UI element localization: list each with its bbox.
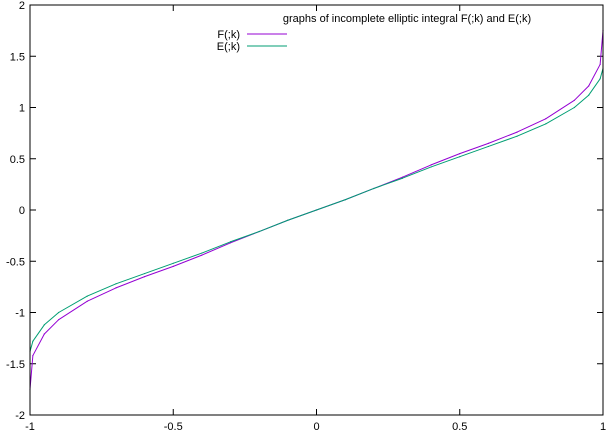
data-point <box>545 123 547 125</box>
data-point <box>401 177 404 179</box>
x-tick-label: -0.5 <box>164 421 183 433</box>
data-point <box>487 142 489 144</box>
series-layer <box>29 30 604 390</box>
data-point <box>172 265 174 267</box>
data-point <box>229 241 232 243</box>
data-point <box>516 135 518 137</box>
y-tick-label: 0.5 <box>10 154 25 166</box>
data-point <box>588 85 590 87</box>
data-point <box>172 262 174 264</box>
x-tick-label: -1 <box>25 421 35 433</box>
data-point <box>573 106 575 109</box>
data-point <box>315 209 318 211</box>
y-tick-label: 1.5 <box>10 51 25 63</box>
y-tick-label: -1.5 <box>6 359 25 371</box>
x-tick-label: 0.5 <box>452 421 467 433</box>
data-point <box>32 340 34 342</box>
data-point <box>573 99 575 101</box>
data-point <box>588 94 590 96</box>
data-point <box>144 276 146 278</box>
data-point <box>43 333 45 335</box>
data-point <box>86 300 88 302</box>
data-point <box>344 199 346 201</box>
data-point <box>32 354 34 357</box>
y-tick-label: 1 <box>19 103 25 115</box>
legend: graphs of incomplete elliptic integral F… <box>217 13 531 53</box>
data-point <box>287 219 289 221</box>
data-point <box>115 287 117 289</box>
data-point <box>58 319 60 321</box>
data-point <box>373 187 375 190</box>
y-tick-label: 0 <box>19 205 25 217</box>
data-point <box>487 145 489 148</box>
y-tick-label: -2 <box>15 410 25 422</box>
data-point <box>430 166 432 168</box>
data-point <box>58 311 60 314</box>
data-point <box>201 254 203 256</box>
data-point <box>201 252 203 254</box>
data-point <box>599 63 601 66</box>
data-point <box>599 78 601 80</box>
x-tick-label: 1 <box>600 421 606 433</box>
plot-border <box>29 4 604 416</box>
data-point <box>459 153 461 155</box>
data-point <box>258 230 260 233</box>
data-point <box>430 164 432 166</box>
data-point <box>115 283 117 285</box>
ticks-layer: -2 -1.5 -1 -0.5 0 0.5 1 1.5 2 -1 -0.5 0 0.5 1 <box>6 0 606 433</box>
legend-label-1: E(;k) <box>217 41 240 53</box>
legend-title: graphs of incomplete elliptic integral F… <box>283 13 531 25</box>
legend-label-0: F(;k) <box>217 29 240 41</box>
y-tick-label: -0.5 <box>6 256 25 268</box>
data-point <box>86 295 88 297</box>
data-point <box>401 176 404 178</box>
data-point <box>459 156 461 158</box>
data-point <box>43 324 45 326</box>
y-tick-label: 2 <box>19 0 25 12</box>
data-point <box>229 242 232 244</box>
data-point <box>144 272 146 275</box>
data-point <box>516 131 518 133</box>
y-tick-label: -1 <box>15 308 25 320</box>
data-point <box>545 118 547 120</box>
x-tick-label: 0 <box>313 421 319 433</box>
